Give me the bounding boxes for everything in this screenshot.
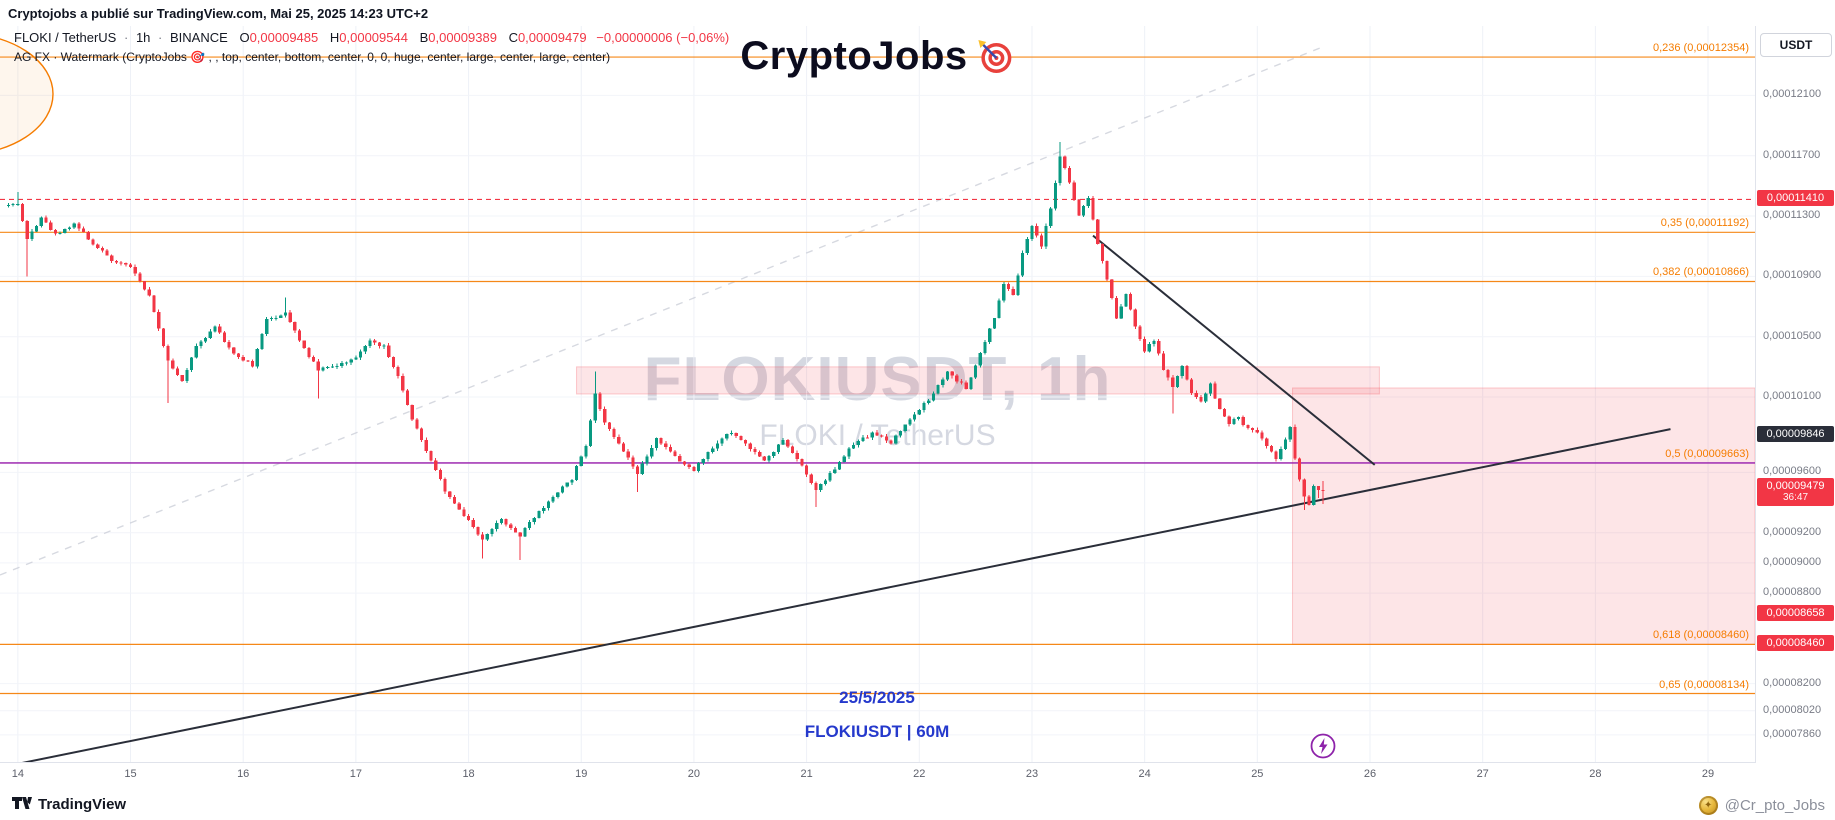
price-label-red: 0,00011410: [1757, 190, 1834, 207]
post-caption: Cryptojobs a publié sur TradingView.com,…: [8, 6, 429, 21]
chart-legend: FLOKI / TetherUS · 1h · BINANCE O0,00009…: [14, 30, 729, 65]
time-tick: 26: [1363, 768, 1377, 780]
ohlc-low-value: 0,00009389: [428, 30, 497, 45]
coin-icon: ✦: [1698, 796, 1718, 815]
legend-separator: ·: [158, 30, 163, 45]
annotation-date: 25/5/2025: [839, 688, 915, 707]
fib-level-label: 0,5 (0,00009663): [1665, 447, 1749, 460]
ohlc-low-label: B: [419, 30, 429, 45]
currency-button[interactable]: USDT: [1760, 33, 1832, 57]
price-tick: 0,00011700: [1763, 148, 1821, 161]
time-tick: 22: [913, 768, 926, 780]
price-tick: 0,00007860: [1763, 727, 1822, 740]
time-tick: 18: [462, 768, 475, 780]
ohlc-open-value: 0,00009485: [249, 30, 319, 45]
legend-indicator-row[interactable]: AG FX · Watermark (CryptoJobs 🎯 , , top,…: [14, 50, 611, 64]
time-tick: 19: [575, 768, 588, 780]
price-label-red: 0,00008658: [1757, 605, 1834, 622]
time-tick: 14: [11, 768, 24, 780]
price-tick: 0,00009600: [1763, 465, 1822, 478]
attribution-handle: @Cr_pto_Jobs: [1724, 797, 1825, 814]
time-tick: 27: [1476, 768, 1489, 780]
ohlc-close-value: 0,00009479: [517, 30, 587, 45]
legend-interval: 1h: [135, 30, 151, 45]
legend-symbol-row[interactable]: FLOKI / TetherUS · 1h · BINANCE O0,00009…: [14, 30, 729, 46]
time-tick: 29: [1701, 768, 1715, 780]
time-tick: 21: [800, 768, 813, 780]
price-tick: 0,00009000: [1763, 555, 1822, 568]
tradingview-logo-icon: [12, 797, 32, 809]
fib-level-label: 0,618 (0,00008460): [1652, 629, 1749, 642]
price-axis[interactable]: USDT 0,00012100 0,00011700 0,00011300 0,000…: [1755, 26, 1835, 786]
price-tick: 0,00012100: [1763, 88, 1822, 101]
fib-level-label: 0,382 (0,00010866): [1652, 266, 1749, 279]
ohlc-change: −0,00000006 (−0,06%): [596, 30, 730, 45]
price-tick: 0,00010100: [1763, 390, 1822, 403]
fib-level-label: 0,65 (0,00008134): [1659, 678, 1749, 691]
lightning-icon: [1310, 733, 1336, 759]
tradingview-logo[interactable]: TradingView: [12, 796, 126, 813]
ohlc-high-label: H: [329, 30, 340, 45]
dart-target-icon: [978, 39, 1012, 73]
time-tick: 16: [237, 768, 250, 780]
price-tick: 0,00011300: [1763, 209, 1821, 222]
ohlc-close-label: C: [508, 30, 518, 45]
time-tick: 15: [124, 768, 137, 780]
watermark-title: CryptoJobs: [740, 34, 1013, 79]
price-label-red: 0,00008460: [1757, 635, 1834, 652]
time-tick: 17: [349, 768, 362, 780]
price-label-dark: 0,00009846: [1757, 426, 1834, 443]
legend-symbol: FLOKI / TetherUS: [14, 30, 117, 45]
legend-exchange: BINANCE: [170, 30, 228, 45]
annotation-symbol: FLOKIUSDT | 60M: [804, 722, 950, 741]
ohlc-high-value: 0,00009544: [339, 30, 408, 45]
time-tick: 20: [687, 768, 701, 780]
price-tick: 0,00008200: [1763, 676, 1822, 689]
legend-separator: ·: [123, 30, 129, 45]
time-tick: 28: [1589, 768, 1602, 780]
ohlc-open-label: O: [239, 30, 250, 45]
price-tick: 0,00008020: [1763, 703, 1822, 716]
tradingview-wordmark: TradingView: [38, 796, 127, 813]
time-axis[interactable]: 14 15 16 17 18 19 20 21 22 23 24 25 26 27 28 29: [0, 762, 1756, 789]
fib-level-label: 0,35 (0,00011192): [1660, 217, 1749, 230]
attribution: ✦ @Cr_pto_Jobs: [1698, 796, 1825, 815]
price-label-current: 0,00009479 36:47: [1757, 477, 1834, 506]
time-tick: 25: [1251, 768, 1264, 780]
time-tick: 24: [1138, 768, 1151, 780]
fib-level-label: 0,236 (0,00012354): [1652, 42, 1749, 55]
price-chart-canvas[interactable]: [0, 26, 1755, 762]
watermark-title-text: CryptoJobs: [740, 34, 968, 78]
price-tick: 0,00008800: [1763, 586, 1822, 599]
price-tick: 0,00010500: [1763, 329, 1822, 342]
time-tick: 23: [1025, 768, 1039, 780]
price-tick: 0,00010900: [1763, 269, 1822, 282]
price-tick: 0,00009200: [1763, 525, 1822, 538]
